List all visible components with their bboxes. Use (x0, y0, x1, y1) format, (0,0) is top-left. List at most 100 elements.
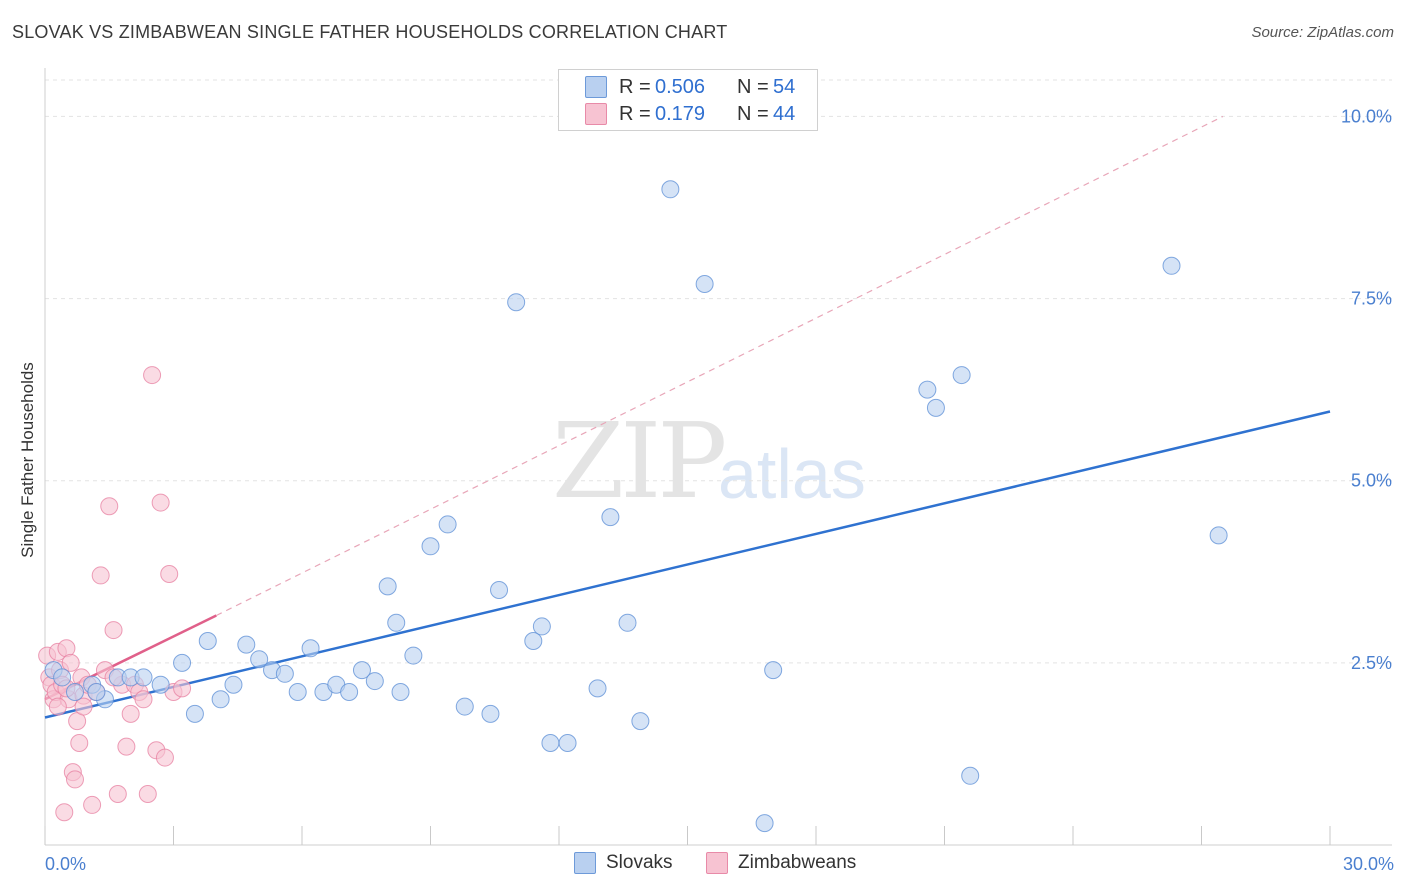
slovak-point (275, 664, 294, 683)
zimbabwean-point (160, 564, 179, 583)
slovak-point (340, 683, 359, 701)
y-tick-label: 5.0% (1351, 471, 1392, 491)
data-points (38, 180, 1228, 833)
slovak-point (288, 683, 307, 701)
slovak-point (952, 366, 971, 385)
slovak-point (541, 734, 560, 752)
slovak-point (524, 632, 543, 650)
y-tick-label: 7.5% (1351, 289, 1392, 309)
zimbabwean-point (173, 679, 192, 698)
zimbabwean-point (155, 748, 174, 767)
slovak-point (507, 293, 526, 312)
legend-n-label: N = (737, 75, 769, 98)
legend-row-slovaks: R = 0.506 N = 54 (585, 75, 795, 99)
slovak-point (532, 617, 551, 636)
zimbabwean-point (65, 770, 84, 789)
slovak-point (365, 672, 384, 691)
slovak-point (764, 661, 783, 680)
slovak-point (173, 653, 192, 672)
legend-r-value: 0.179 (655, 102, 706, 125)
legend-r-label: R = (619, 102, 651, 125)
slovak-point (618, 613, 637, 632)
slovak-point (211, 690, 230, 709)
watermark-atlas: atlas (718, 435, 866, 513)
zimbabwean-point (83, 795, 102, 814)
slovak-point (588, 679, 607, 698)
slovak-point (1162, 256, 1181, 275)
legend-n-value: 54 (773, 75, 796, 98)
legend-n-value: 44 (773, 102, 796, 125)
chart-title: SLOVAK VS ZIMBABWEAN SINGLE FATHER HOUSE… (12, 22, 728, 42)
slovak-point (378, 577, 397, 596)
zimbabwean-point (100, 497, 119, 516)
slovak-point (250, 650, 269, 669)
slovak-point (53, 668, 72, 687)
slovak-point (926, 398, 945, 417)
slovak-point (185, 704, 204, 723)
zimbabwean-point (134, 690, 153, 709)
trendline-slovaks (44, 410, 1331, 719)
slovak-point (755, 814, 774, 833)
legend-swatch-slovaks (574, 852, 596, 874)
legend-item-zimbabweans: Zimbabweans (706, 852, 856, 874)
zimbabwean-point (121, 704, 140, 723)
zimbabwean-point (55, 803, 74, 822)
slovak-point (224, 675, 243, 694)
legend-row-zimbabweans: R = 0.179 N = 44 (585, 102, 795, 126)
y-tick-label: 2.5% (1351, 653, 1392, 673)
slovak-point (490, 581, 509, 599)
x-tick-label: 30.0% (1343, 854, 1394, 874)
legend-item-slovaks: Slovaks (574, 852, 673, 874)
slovak-point (237, 635, 256, 654)
grid-lines (45, 79, 1392, 664)
slovak-point (65, 683, 84, 701)
axes (44, 68, 1392, 846)
slovak-point (391, 683, 410, 701)
slovak-point (455, 697, 474, 716)
zimbabwean-point (91, 566, 110, 585)
source-credit: Source: ZipAtlas.com (1251, 24, 1394, 41)
trendline-zimbabweans-extrapolated (216, 115, 1224, 617)
slovak-point (301, 639, 320, 658)
slovak-point (661, 180, 680, 199)
zimbabwean-point (61, 653, 80, 672)
tick-labels: 2.5% 5.0% 7.5% 10.0% 0.0% 30.0% (45, 106, 1394, 874)
legend-swatch-zimbabweans (706, 852, 728, 874)
slovak-point (558, 734, 577, 752)
slovak-point (404, 646, 423, 665)
correlation-legend: R = 0.506 N = 54 R = 0.179 N = 44 (558, 69, 818, 131)
slovak-point (198, 632, 217, 650)
zimbabwean-point (151, 493, 170, 512)
zimbabwean-point (143, 366, 162, 385)
legend-swatch-zimbabweans (585, 103, 607, 125)
legend-r-label: R = (619, 75, 651, 98)
watermark-zip: ZIP (552, 400, 727, 522)
trend-lines (44, 115, 1331, 719)
slovak-point (918, 380, 937, 399)
y-tick-label: 10.0% (1341, 106, 1392, 126)
x-tick-label: 0.0% (45, 854, 86, 874)
legend-label-zimbabweans: Zimbabweans (738, 852, 857, 873)
legend-r-value: 0.506 (655, 75, 706, 98)
slovak-point (134, 668, 153, 687)
slovak-point (695, 275, 714, 293)
slovak-point (387, 613, 406, 632)
zimbabwean-point (70, 734, 89, 752)
slovak-point (352, 661, 371, 680)
slovak-point (421, 537, 440, 556)
zimbabwean-point (108, 785, 127, 803)
legend-n-label: N = (737, 102, 769, 125)
series-legend: Slovaks Zimbabweans (0, 852, 1406, 878)
zimbabwean-point (74, 697, 93, 716)
legend-swatch-slovaks (585, 76, 607, 98)
slovak-point (601, 508, 620, 527)
slovak-point (87, 683, 106, 701)
zimbabwean-point (104, 621, 123, 640)
slovak-point (151, 675, 170, 694)
slovak-point (1209, 526, 1228, 545)
zimbabwean-point (48, 697, 67, 716)
slovak-point (631, 712, 650, 731)
slovak-point (481, 704, 500, 723)
slovak-point (438, 515, 457, 534)
